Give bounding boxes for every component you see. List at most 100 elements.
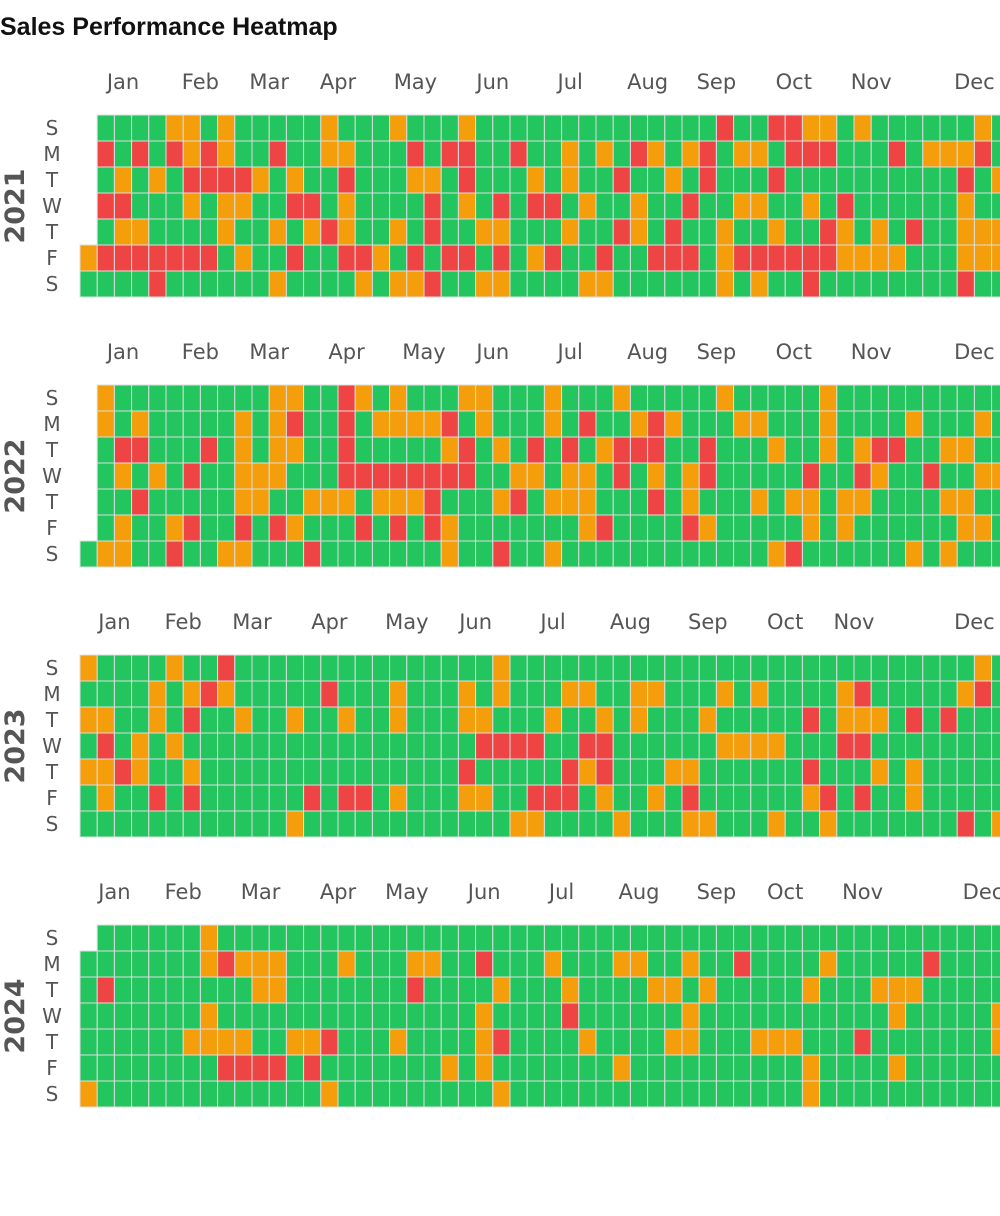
heatmap-cell <box>578 514 597 542</box>
heatmap-cell <box>509 410 528 438</box>
heatmap-cell <box>715 244 735 272</box>
heatmap-cell <box>406 758 425 786</box>
heatmap-cell <box>750 488 769 516</box>
heatmap-cell <box>664 950 683 978</box>
heatmap-cell <box>526 488 545 516</box>
heatmap-cell <box>819 436 838 464</box>
heatmap-cell <box>801 270 821 298</box>
heatmap-cell <box>423 218 442 246</box>
heatmap-cell <box>234 706 253 734</box>
month-label: Nov <box>842 880 883 904</box>
heatmap-cell <box>354 680 373 708</box>
year-panel-2022: Jan Feb Mar Apr May Jun Jul Aug Sep Oct Nov DecSMTW… <box>0 340 1000 568</box>
heatmap-cell <box>819 706 838 734</box>
heatmap-cell <box>251 514 270 542</box>
heatmap-cell <box>337 1002 356 1030</box>
heatmap-cell <box>131 1028 150 1056</box>
heatmap-cell <box>320 1080 339 1108</box>
heatmap-cell <box>629 1028 649 1056</box>
heatmap-cell <box>423 514 442 542</box>
heatmap-cell <box>509 384 528 412</box>
heatmap-cell <box>887 166 907 194</box>
heatmap-cell <box>165 540 184 568</box>
heatmap-cell <box>836 270 855 298</box>
heatmap-cell <box>543 924 563 952</box>
heatmap-cell <box>320 924 339 952</box>
day-label: T <box>45 438 59 462</box>
heatmap-cell <box>784 1054 803 1082</box>
heatmap-cell <box>509 540 528 568</box>
heatmap-cell <box>371 488 391 516</box>
heatmap-cell <box>131 680 150 708</box>
heatmap-cell <box>819 514 838 542</box>
heatmap-cell <box>561 488 580 516</box>
heatmap-cell <box>475 192 494 220</box>
heatmap-cell <box>251 706 270 734</box>
heatmap-cell <box>715 384 735 412</box>
heatmap-cell <box>234 1054 253 1082</box>
heatmap-cell <box>131 218 150 246</box>
heatmap-cell <box>543 758 563 786</box>
heatmap-cell <box>406 192 425 220</box>
heatmap-cell <box>406 140 425 168</box>
heatmap-cell <box>836 976 855 1004</box>
heatmap-cell <box>578 1054 597 1082</box>
heatmap-cell <box>217 654 236 682</box>
heatmap-cell <box>165 1028 184 1056</box>
heatmap-cell <box>595 654 614 682</box>
heatmap-cell <box>595 270 614 298</box>
heatmap-cell <box>698 976 717 1004</box>
heatmap-cell <box>337 976 356 1004</box>
heatmap-cell <box>217 384 236 412</box>
heatmap-cell <box>148 1002 167 1030</box>
heatmap-cell <box>973 924 993 952</box>
heatmap-cell <box>801 114 821 142</box>
heatmap-cell <box>922 462 941 490</box>
heatmap-cell <box>698 732 717 760</box>
heatmap-cell <box>784 514 803 542</box>
heatmap-cell <box>285 950 305 978</box>
heatmap-cell <box>182 384 201 412</box>
heatmap-cell <box>268 654 287 682</box>
heatmap-cell <box>354 384 373 412</box>
heatmap-cell <box>767 488 786 516</box>
heatmap-cell <box>457 732 477 760</box>
heatmap-cell <box>371 462 391 490</box>
heatmap-cell <box>406 244 425 272</box>
heatmap-cell <box>733 540 752 568</box>
month-label: Sep <box>688 610 728 634</box>
heatmap-cell <box>268 1028 287 1056</box>
heatmap-cell <box>509 924 528 952</box>
heatmap-cell <box>853 140 872 168</box>
heatmap-cell <box>819 680 838 708</box>
heatmap-cell <box>543 1028 563 1056</box>
heatmap-cell <box>371 976 391 1004</box>
heatmap-cell <box>268 218 287 246</box>
heatmap-cell <box>870 166 889 194</box>
heatmap-cell <box>303 706 322 734</box>
heatmap-cell <box>492 410 511 438</box>
heatmap-cell <box>870 732 889 760</box>
heatmap-cell <box>733 244 752 272</box>
heatmap-cell <box>96 166 115 194</box>
heatmap-cell <box>389 950 408 978</box>
heatmap-cell <box>629 758 649 786</box>
heatmap-cell <box>406 924 425 952</box>
heatmap-cell <box>354 410 373 438</box>
heatmap-cell <box>406 732 425 760</box>
heatmap-cell <box>784 976 803 1004</box>
heatmap-cell <box>148 436 167 464</box>
heatmap-cell <box>492 244 511 272</box>
heatmap-cell <box>733 218 752 246</box>
heatmap-cell <box>457 706 477 734</box>
heatmap-cell <box>526 654 545 682</box>
heatmap-cell <box>96 218 115 246</box>
heatmap-cell <box>509 166 528 194</box>
heatmap-cell <box>922 270 941 298</box>
heatmap-cell <box>664 1002 683 1030</box>
heatmap-cell <box>251 488 270 516</box>
heatmap-cell <box>991 1028 1000 1056</box>
heatmap-cell <box>784 140 803 168</box>
heatmap-cell <box>131 488 150 516</box>
heatmap-cell <box>285 1054 305 1082</box>
